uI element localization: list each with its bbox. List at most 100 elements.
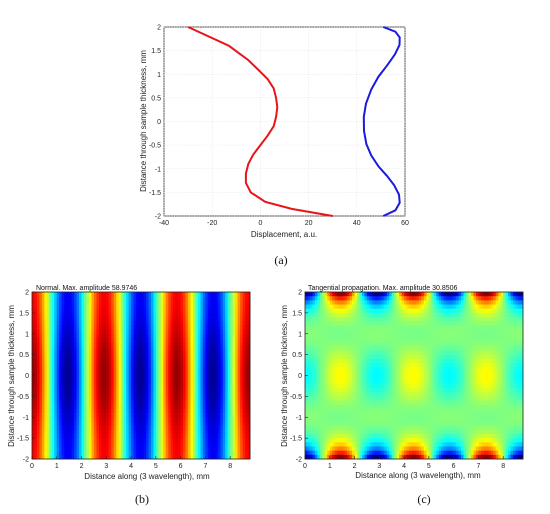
heatmap-cell (178, 350, 181, 355)
heatmap-cell (347, 375, 350, 381)
heatmap-cell (76, 312, 80, 318)
heatmap-cell (220, 296, 224, 301)
heatmap-cell (178, 454, 181, 460)
heatmap-cell (93, 421, 97, 426)
heatmap-cell (188, 337, 191, 343)
plot-a-series-line-1 (362, 26, 401, 217)
heatmap-cell (337, 438, 341, 443)
heatmap-cell (210, 450, 214, 456)
heatmap-cell (324, 292, 328, 297)
heatmap-cell (312, 404, 316, 410)
heatmap-cell (324, 367, 328, 372)
heatmap-cell (379, 392, 383, 397)
heatmap-cell (126, 333, 129, 339)
heatmap-cell (235, 317, 238, 322)
heatmap-cell (242, 438, 246, 443)
heatmap-cell (322, 413, 326, 418)
heatmap-cell (317, 296, 321, 301)
heatmap-cell (332, 312, 336, 318)
heatmap-cell (344, 337, 348, 343)
heatmap-cell (158, 300, 162, 305)
heatmap-cell (309, 413, 313, 418)
heatmap-cell (384, 317, 388, 322)
heatmap-cell (384, 333, 388, 339)
heatmap-cell (312, 292, 316, 297)
heatmap-cell (170, 321, 174, 326)
heatmap-cell (347, 379, 350, 385)
heatmap-cell (381, 417, 385, 422)
heatmap-cell (150, 388, 154, 393)
heatmap-cell (215, 442, 219, 447)
heatmap-cell (32, 333, 35, 339)
heatmap-cell (305, 362, 308, 368)
heatmap-cell (366, 333, 370, 339)
heatmap-cell (205, 371, 209, 376)
heatmap-cell (101, 392, 105, 397)
heatmap-cell (98, 388, 102, 393)
heatmap-cell (84, 350, 87, 355)
heatmap-cell (347, 358, 350, 364)
heatmap-cell (195, 413, 199, 418)
heatmap-cell (118, 292, 122, 297)
heatmap-cell (347, 317, 350, 322)
heatmap-cell (332, 296, 336, 301)
heatmap-cell (34, 450, 38, 456)
heatmap-cell (240, 333, 243, 339)
heatmap-cell (81, 358, 85, 364)
heatmap-cell (91, 317, 95, 322)
heatmap-cell (364, 304, 368, 310)
heatmap-cell (116, 325, 120, 330)
heatmap-cell (349, 433, 353, 439)
heatmap-cell (245, 388, 248, 393)
heatmap-cell (317, 438, 321, 443)
heatmap-cell (185, 421, 189, 426)
heatmap-cell (379, 421, 383, 426)
heatmap-cell (232, 400, 236, 406)
heatmap-cell (131, 304, 134, 310)
heatmap-cell (101, 425, 105, 431)
heatmap-cell (190, 317, 194, 322)
heatmap-cell (352, 383, 355, 389)
heatmap-cell (342, 312, 345, 318)
heatmap-cell (389, 371, 393, 376)
heatmap-cell (96, 421, 100, 426)
heatmap-cell (225, 292, 229, 297)
heatmap-cell (381, 400, 385, 406)
heatmap-cell (59, 417, 63, 422)
heatmap-cell (180, 404, 184, 410)
heatmap-cell (327, 408, 331, 414)
heatmap-cell (389, 342, 393, 347)
heatmap-cell (69, 417, 72, 422)
heatmap-cell (227, 400, 231, 406)
heatmap-cell (342, 308, 345, 314)
heatmap-cell (180, 454, 184, 460)
heatmap-cell (145, 337, 149, 343)
heatmap-cell (131, 379, 134, 385)
heatmap-cell (39, 358, 43, 364)
heatmap-cell (349, 292, 353, 297)
heatmap-cell (138, 312, 142, 318)
heatmap-cell (347, 404, 350, 410)
heatmap-cell (215, 312, 219, 318)
heatmap-cell (165, 438, 169, 443)
heatmap-cell (101, 396, 105, 401)
heatmap-cell (183, 362, 186, 368)
heatmap-cell (188, 438, 191, 443)
heatmap-cell (337, 304, 341, 310)
heatmap-cell (96, 400, 100, 406)
heatmap-cell (41, 383, 45, 389)
heatmap-cell (245, 337, 248, 343)
heatmap-cell (155, 325, 159, 330)
heatmap-cell (349, 379, 353, 385)
heatmap-cell (158, 337, 162, 343)
heatmap-cell (133, 362, 137, 368)
heatmap-cell (116, 404, 120, 410)
heatmap-cell (158, 408, 162, 414)
heatmap-cell (133, 304, 137, 310)
heatmap-cell (39, 433, 43, 439)
heatmap-cell (327, 388, 331, 393)
heatmap-cell (141, 350, 144, 355)
heatmap-cell (183, 429, 186, 435)
heatmap-cell (64, 446, 68, 451)
heatmap-cell (205, 358, 209, 364)
